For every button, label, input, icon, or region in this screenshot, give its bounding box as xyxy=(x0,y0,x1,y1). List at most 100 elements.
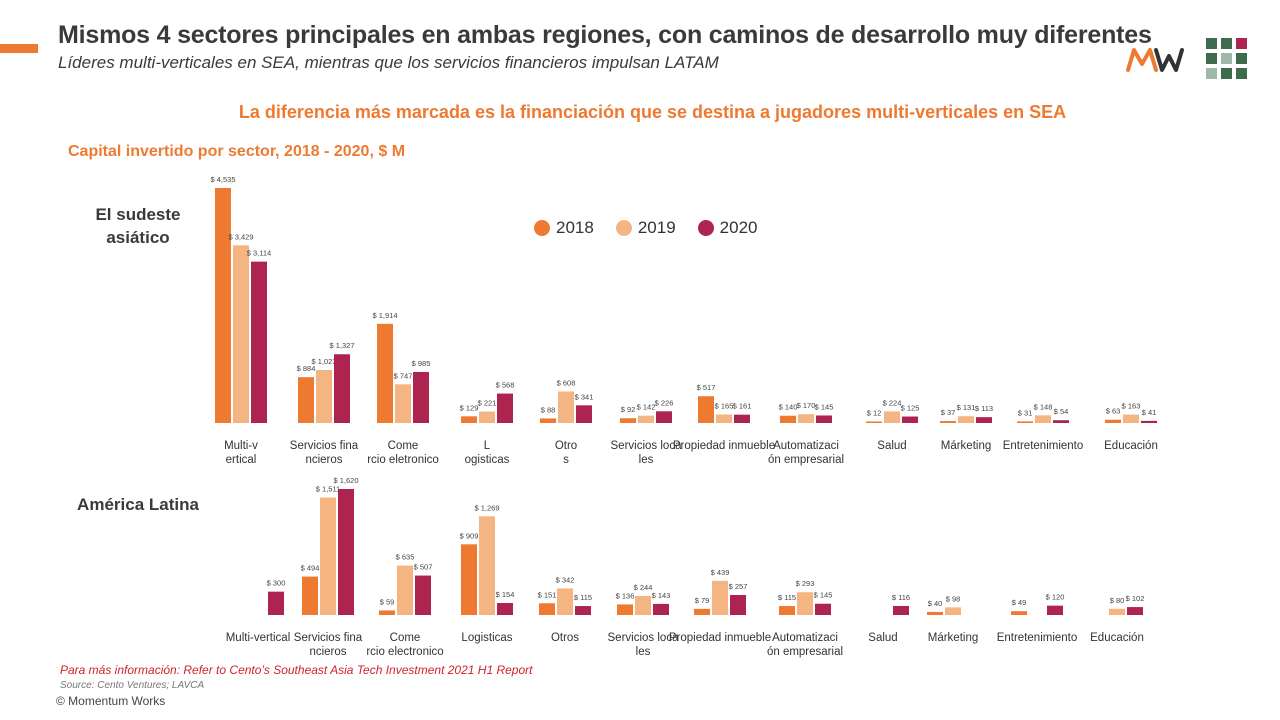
data-label: $ 49 xyxy=(1012,598,1027,607)
data-label: $ 54 xyxy=(1054,407,1069,416)
bar-2020 xyxy=(268,591,284,615)
data-label: $ 221 xyxy=(478,399,497,408)
data-label: $ 115 xyxy=(574,593,592,602)
data-label: $ 102 xyxy=(1126,594,1145,603)
bar-2018 xyxy=(1105,419,1121,423)
bar-2020 xyxy=(1127,607,1143,615)
category-label-line: ncieros xyxy=(309,646,346,658)
data-label: $ 131 xyxy=(957,403,976,412)
data-label: $ 909 xyxy=(460,531,479,540)
bar-2020 xyxy=(653,603,669,615)
data-label: $ 63 xyxy=(1106,407,1121,416)
category-label-line: Servicios loca xyxy=(611,440,683,452)
category-label: Propiedad inmueble xyxy=(669,632,771,644)
bar-2019 xyxy=(797,592,813,615)
category-label: Servicios loca les xyxy=(608,632,680,658)
more-info-link[interactable]: Para más información: Refer to Cento’s S… xyxy=(60,663,533,677)
bar-2019 xyxy=(884,411,900,423)
data-label: $ 1,269 xyxy=(474,503,499,512)
data-label: $ 88 xyxy=(541,405,556,414)
bar-2019 xyxy=(558,391,574,423)
brand-dot xyxy=(1221,53,1232,64)
chart-title: Capital invertido por sector, 2018 - 202… xyxy=(68,143,406,160)
bar-2020 xyxy=(415,575,431,615)
data-label: $ 92 xyxy=(621,405,636,414)
bar-2020 xyxy=(413,371,429,423)
data-label: $ 115 xyxy=(778,593,796,602)
data-label: $ 116 xyxy=(892,593,910,602)
category-label: Educación xyxy=(1104,440,1158,452)
bar-2020 xyxy=(976,417,992,423)
legend-swatch-2019 xyxy=(615,220,632,236)
data-label: $ 41 xyxy=(1142,408,1157,417)
data-label: $ 165 xyxy=(715,401,734,410)
data-label: $ 161 xyxy=(733,402,752,411)
data-label: $ 59 xyxy=(380,597,395,606)
brand-dot xyxy=(1206,38,1217,49)
bar-2020 xyxy=(734,414,750,423)
category-label: Logisticas xyxy=(461,632,512,644)
data-label: $ 136 xyxy=(616,591,635,600)
data-label: $ 142 xyxy=(637,403,656,412)
bar-2018 xyxy=(302,576,318,615)
bar-2018 xyxy=(1011,611,1027,615)
bar-2020 xyxy=(893,605,909,615)
data-label: $ 1,620 xyxy=(333,476,358,485)
category-label-line: rcio eletronico xyxy=(367,454,439,466)
brand-dot xyxy=(1236,68,1247,79)
category-label-line: Servicios fina xyxy=(294,632,363,644)
bar-2018 xyxy=(539,603,555,615)
data-label: $ 747 xyxy=(394,371,413,380)
brand-dot xyxy=(1221,38,1232,49)
region-label-latam: América Latina xyxy=(77,495,199,514)
headline: La diferencia más marcada es la financia… xyxy=(238,102,1067,122)
data-label: $ 1,511 xyxy=(316,484,340,493)
data-label: $ 341 xyxy=(575,392,594,401)
category-label: Salud xyxy=(868,632,897,644)
data-label: $ 224 xyxy=(883,398,902,407)
page-subtitle: Líderes multi-verticales en SEA, mientra… xyxy=(58,53,719,72)
bar-2018 xyxy=(694,608,710,615)
data-label: $ 608 xyxy=(557,378,576,387)
bar-2018 xyxy=(779,606,795,615)
bar-2019 xyxy=(945,607,961,615)
bar-2020 xyxy=(334,354,350,423)
bar-2019 xyxy=(557,588,573,615)
category-label-line: s xyxy=(563,454,569,466)
category-label-line: Automatizaci xyxy=(772,632,838,644)
data-label: $ 12 xyxy=(867,409,882,418)
data-label: $ 163 xyxy=(1122,402,1141,411)
bar-2019 xyxy=(638,415,654,423)
category-label-line: Servicios fina xyxy=(290,440,359,452)
bar-2019 xyxy=(233,245,249,423)
data-label: $ 98 xyxy=(946,594,961,603)
category-label-line: Servicios loca xyxy=(608,632,680,644)
source-note: Source: Cento Ventures; LAVCA xyxy=(60,680,205,691)
category-label-line: ón empresarial xyxy=(767,646,843,658)
data-label: $ 439 xyxy=(711,568,730,577)
data-label: $ 31 xyxy=(1018,408,1033,417)
category-label-line: rcio electronico xyxy=(366,646,443,658)
category-label: Servicios loca les xyxy=(611,440,683,466)
data-label: $ 143 xyxy=(652,591,671,600)
category-label-line: ertical xyxy=(226,454,257,466)
bar-2019 xyxy=(479,516,495,615)
category-label: Márketing xyxy=(928,632,979,644)
legend-swatch-2020 xyxy=(697,220,714,236)
bar-2018 xyxy=(940,421,956,423)
bar-2020 xyxy=(815,603,831,615)
bar-2018 xyxy=(461,544,477,615)
data-label: $ 1,914 xyxy=(372,311,397,320)
bar-2019 xyxy=(320,497,336,615)
bar-2019 xyxy=(1109,608,1125,615)
category-label: Educación xyxy=(1090,632,1144,644)
bar-2018 xyxy=(215,188,231,423)
data-label: $ 154 xyxy=(496,590,515,599)
bar-2019 xyxy=(316,369,332,423)
brand-dot xyxy=(1206,68,1217,79)
brand-dot xyxy=(1236,38,1247,49)
category-label: Otro s xyxy=(555,440,577,466)
data-label: $ 635 xyxy=(396,553,415,562)
bar-2018 xyxy=(540,418,556,423)
